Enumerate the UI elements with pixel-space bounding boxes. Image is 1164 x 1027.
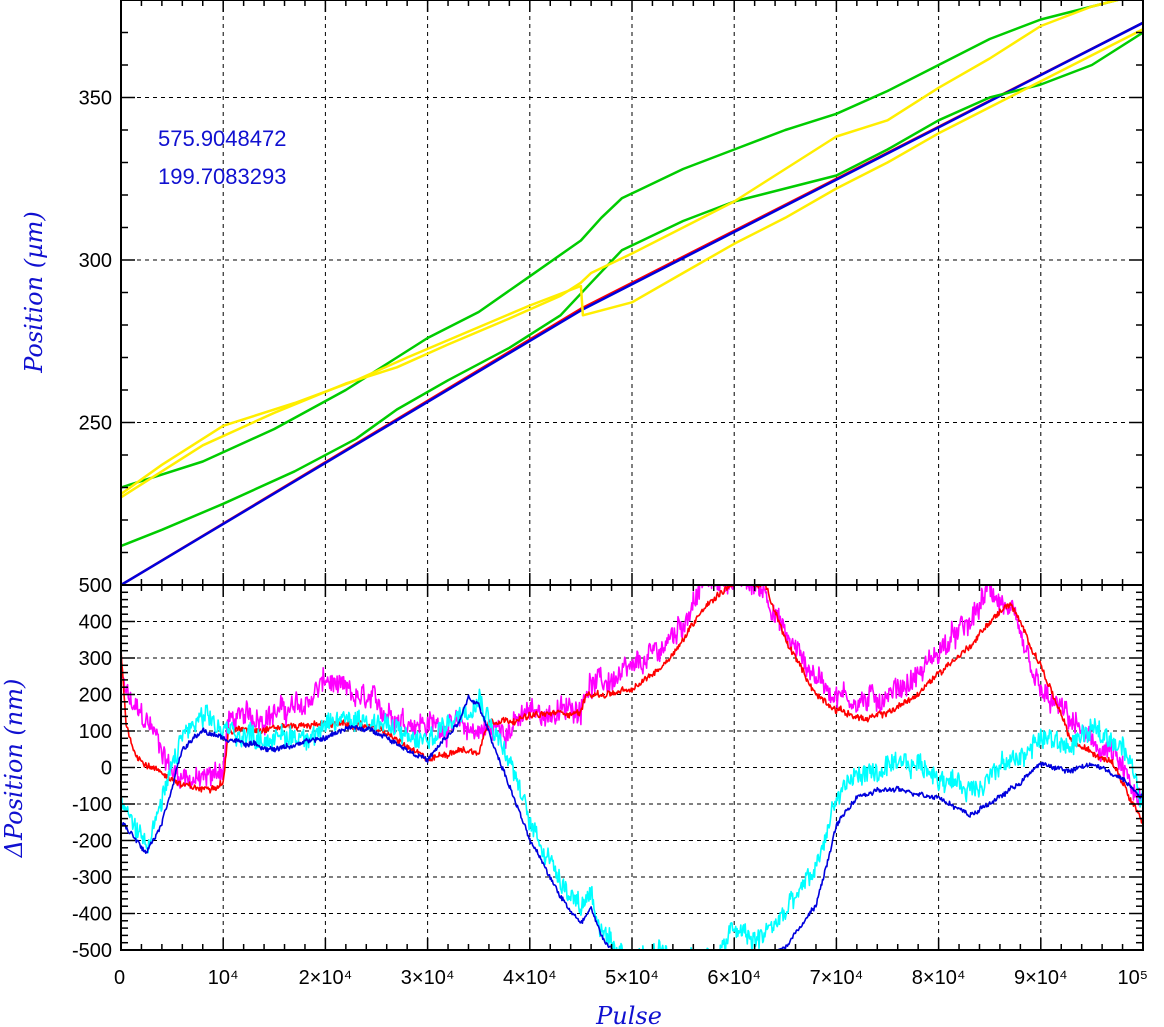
tick-labels: 250 300 350 -500 -400 -300 -200 -100 0 100 200 300 4… <box>72 88 1148 990</box>
x-tick-label: 2×10⁴ <box>299 967 353 989</box>
top-y-tick-label: 350 <box>79 88 112 110</box>
x-tick-label: 5×10⁴ <box>605 967 659 989</box>
bot-y-tick-label: 0 <box>101 758 112 780</box>
x-tick-label: 4×10⁴ <box>503 967 557 989</box>
x-tick-label: 9×10⁴ <box>1014 967 1068 989</box>
bot-y-tick-label: -500 <box>72 940 112 962</box>
bot-series-line-1 <box>121 585 1143 808</box>
bot-y-tick-label: -200 <box>72 831 112 853</box>
x-tick-label: 10⁴ <box>208 967 239 989</box>
bot-y-tick-label: -100 <box>72 794 112 816</box>
top-y-tick-label: 300 <box>79 250 112 272</box>
top-series-line-2 <box>121 21 1143 585</box>
bot-series-line-4 <box>121 694 1143 950</box>
annotation-value-1: 575.9048472 <box>158 126 286 151</box>
bot-y-tick-label: -300 <box>72 867 112 889</box>
bottom-grid <box>121 585 1143 950</box>
x-tick-label: 8×10⁴ <box>912 967 966 989</box>
top-series-line-4 <box>121 31 1143 548</box>
top-series-line-6 <box>121 28 1143 496</box>
bottom-y-axis-title: ΔPosition (nm) <box>0 679 28 859</box>
top-series-group <box>121 0 1143 585</box>
bot-y-tick-label: 300 <box>79 648 112 670</box>
bot-y-tick-label: -400 <box>72 904 112 926</box>
x-tick-label: 3×10⁴ <box>401 967 455 989</box>
top-y-axis-title: Position (µm) <box>20 211 48 374</box>
x-tick-label: 10⁵ <box>1117 967 1148 989</box>
x-tick-label: 7×10⁴ <box>810 967 864 989</box>
bot-series-line-2 <box>121 585 1143 824</box>
x-tick-label: 6×10⁴ <box>707 967 761 989</box>
x-tick-label: 0 <box>114 967 125 989</box>
annotation-value-2: 199.7083293 <box>158 164 286 189</box>
bot-y-tick-label: 500 <box>79 575 112 597</box>
bot-y-tick-label: 200 <box>79 685 112 707</box>
bottom-series-group <box>121 585 1143 950</box>
x-axis-title: Pulse <box>595 1002 662 1027</box>
bot-y-tick-label: 100 <box>79 721 112 743</box>
top-y-tick-label: 250 <box>79 413 112 435</box>
top-series-line-3 <box>121 0 1123 489</box>
top-grid <box>121 0 1143 585</box>
bot-y-tick-label: 400 <box>79 612 112 634</box>
bot-series-line-3 <box>121 688 1143 950</box>
ticks <box>120 0 1144 951</box>
